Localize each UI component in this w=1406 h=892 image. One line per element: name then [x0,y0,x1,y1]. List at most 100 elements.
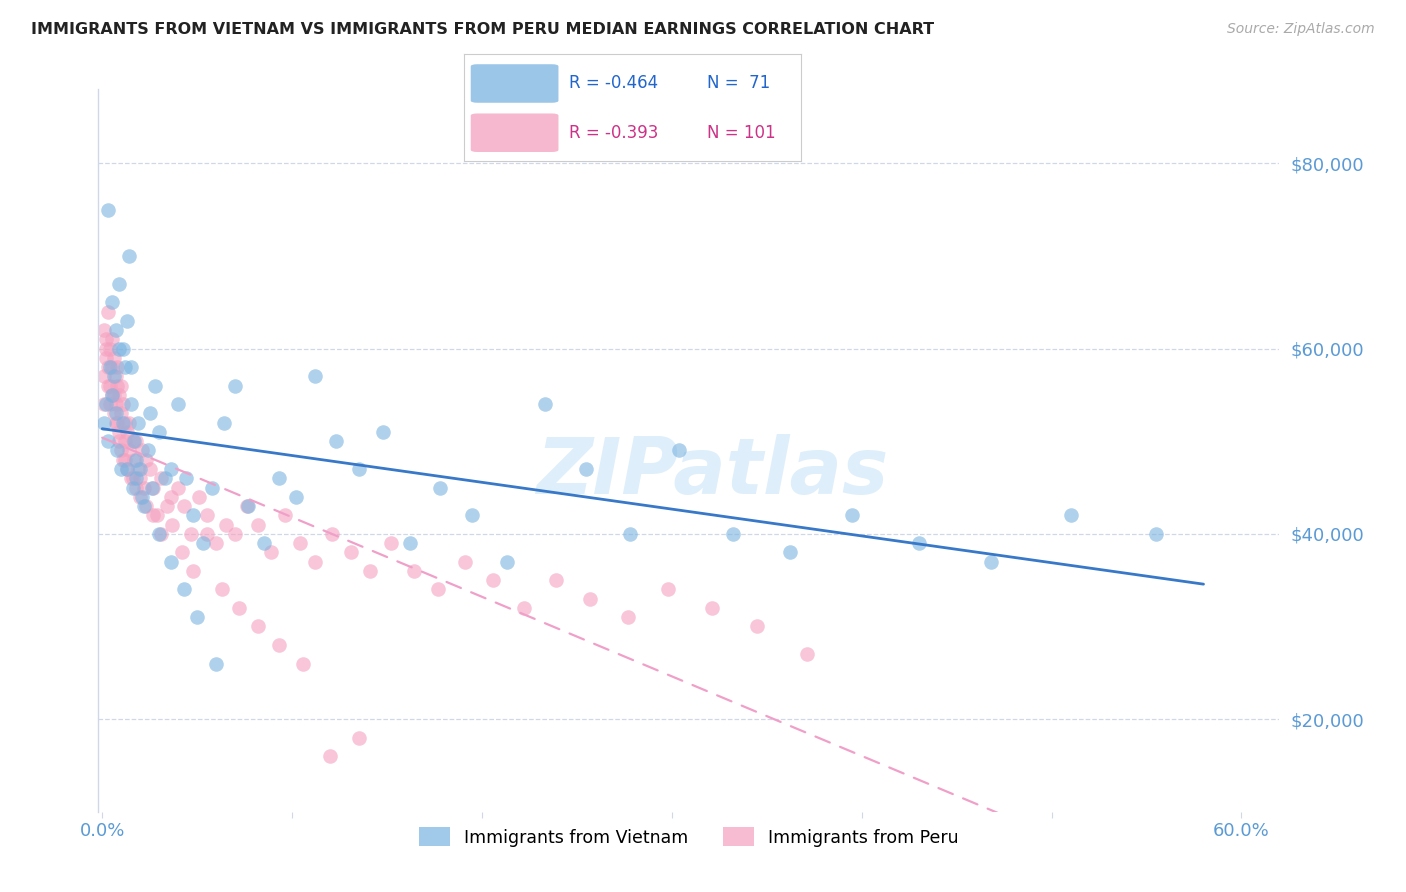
Point [104,416,127,430]
Point [180,526,202,541]
Point [188,490,211,504]
Point [1059,508,1081,523]
Point [156,499,179,513]
Point [195,508,218,523]
Point [103,406,125,420]
Point [103,351,125,365]
Point [93,323,115,337]
Point [120,471,142,485]
Point [135,499,157,513]
Point [121,481,143,495]
Point [579,591,602,606]
Point [246,517,269,532]
Point [1144,526,1167,541]
Text: R = -0.393: R = -0.393 [568,124,658,142]
Point [142,481,165,495]
Point [159,462,181,476]
Point [150,471,173,485]
Point [129,462,152,476]
Point [125,434,148,449]
Text: N = 101: N = 101 [707,124,776,142]
Text: R = -0.464: R = -0.464 [568,75,658,93]
Point [267,471,290,485]
Point [700,601,723,615]
Point [252,536,274,550]
Point [118,249,141,263]
Point [108,342,131,356]
Point [617,610,640,624]
Point [657,582,679,597]
Point [108,277,131,291]
Point [427,582,450,597]
Point [238,499,260,513]
Point [170,545,193,559]
Text: IMMIGRANTS FROM VIETNAM VS IMMIGRANTS FROM PERU MEDIAN EARNINGS CORRELATION CHAR: IMMIGRANTS FROM VIETNAM VS IMMIGRANTS FR… [31,22,934,37]
Point [100,388,122,402]
Point [124,434,146,449]
Point [125,471,148,485]
Point [183,564,205,578]
Point [93,416,115,430]
Point [304,555,326,569]
Point [321,526,343,541]
Point [174,471,197,485]
Point [575,462,598,476]
Point [112,416,135,430]
Point [131,443,153,458]
Point [112,452,135,467]
Point [482,573,505,587]
Point [186,610,208,624]
Point [110,462,132,476]
Point [224,378,246,392]
Point [103,388,125,402]
Point [461,508,484,523]
Point [108,425,131,439]
Point [796,647,818,661]
Text: Source: ZipAtlas.com: Source: ZipAtlas.com [1227,22,1375,37]
Point [273,508,295,523]
Point [159,490,181,504]
Point [347,731,370,745]
Point [544,573,567,587]
Point [779,545,801,559]
FancyBboxPatch shape [471,64,558,103]
Point [120,397,142,411]
Point [107,416,129,430]
Point [142,508,165,523]
Point [380,536,402,550]
Point [112,397,135,411]
Point [205,657,228,671]
Point [104,323,127,337]
Point [110,406,132,420]
Point [132,481,155,495]
Point [104,397,127,411]
Point [183,508,205,523]
Point [94,342,117,356]
Point [513,601,536,615]
Point [167,397,190,411]
Point [304,369,326,384]
Point [224,526,246,541]
Point [129,471,152,485]
Point [495,555,517,569]
Point [141,481,163,495]
Point [118,416,141,430]
Point [162,517,184,532]
Point [668,443,690,458]
Point [110,443,132,458]
Point [347,462,370,476]
Point [108,434,131,449]
Point [212,416,235,430]
Point [107,443,129,458]
Point [138,406,160,420]
Point [98,342,121,356]
Point [292,657,315,671]
Point [114,452,136,467]
Point [114,434,136,449]
Point [127,462,149,476]
Point [118,443,141,458]
Point [131,490,153,504]
Point [191,536,214,550]
Point [619,526,641,541]
Point [398,536,420,550]
